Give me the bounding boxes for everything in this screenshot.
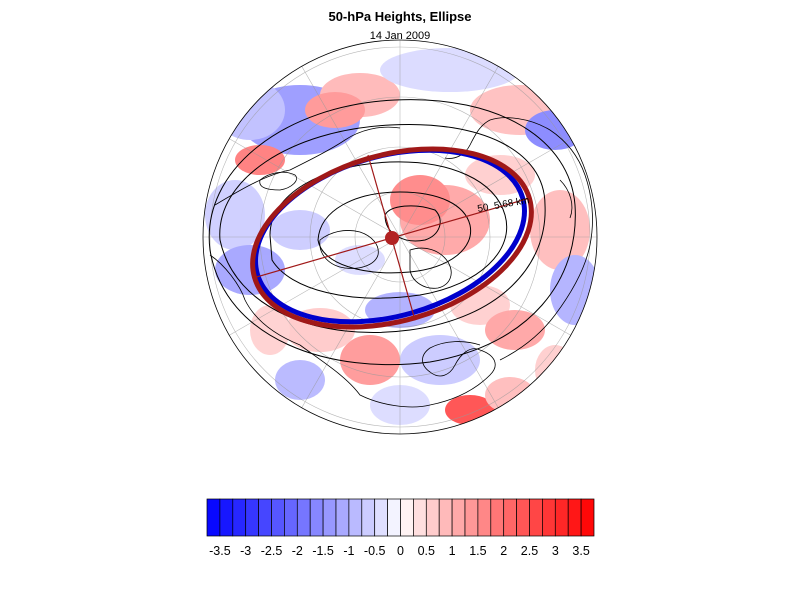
colorbar-tick-label: 1 [448,544,456,558]
colorbar-swatch [413,498,427,537]
colorbar-swatch [554,498,569,537]
colorbar-swatch [387,498,401,537]
colorbar-tick-label: -2 [291,544,303,558]
colorbar-swatch [490,498,505,537]
colorbar-tick-label: -0.5 [363,544,386,558]
colorbar-swatch [284,498,298,537]
colorbar-swatch [348,498,363,537]
colorbar-swatch [271,498,285,537]
colorbar-tick-label: -3.5 [209,544,231,558]
colorbar-tick-label: -3 [240,544,252,558]
colorbar-swatch [309,498,324,537]
colorbar-swatch [232,498,247,537]
graticule [203,40,597,434]
contour-label-prefix: 50 [477,202,490,215]
ellipse-center-marker [385,231,399,245]
colorbar-swatch [464,498,479,537]
colorbar-tick-label: 1.5 [469,544,487,558]
colorbar-swatch [219,498,234,537]
colorbar-swatch [296,498,311,537]
colorbar-swatch [374,498,388,537]
map-date: 14 Jan 2009 [369,30,431,42]
colorbar-tick-label: 0 [397,544,404,558]
colorbar-swatch [425,498,440,537]
colorbar-swatch [477,498,492,537]
map-boundary [202,39,598,435]
colorbar-swatch [451,498,466,537]
colorbar-swatch [258,498,272,537]
colorbar-swatch [580,498,595,537]
colorbar-swatch [542,498,556,537]
coastlines [209,117,593,408]
colorbar-swatch [206,498,221,537]
colorbar-tick-label: -1.5 [312,544,334,558]
colorbar-swatch [503,498,517,537]
colorbar-swatch [335,498,350,537]
colorbar [206,498,595,537]
colorbar-tick-label: -1 [343,544,355,558]
colorbar-swatch [400,498,414,537]
colorbar-tick-label: 3 [551,544,559,558]
colorbar-tick-label: 0.5 [417,544,435,558]
colorbar-tick-label: 2.5 [520,544,539,558]
colorbar-tick-label: -2.5 [260,544,283,558]
colorbar-swatch [438,498,453,537]
colorbar-swatch [361,498,376,537]
colorbar-swatch [245,498,259,537]
map-title: 50-hPa Heights, Ellipse [328,9,472,24]
colorbar-swatch [529,498,543,537]
colorbar-swatch [322,498,337,537]
colorbar-swatch [567,498,582,537]
ellipse-overlay [250,146,534,330]
colorbar-swatch [516,498,530,537]
colorbar-tick-label: 2 [500,544,508,558]
colorbar-tick-label: 3.5 [572,544,590,558]
